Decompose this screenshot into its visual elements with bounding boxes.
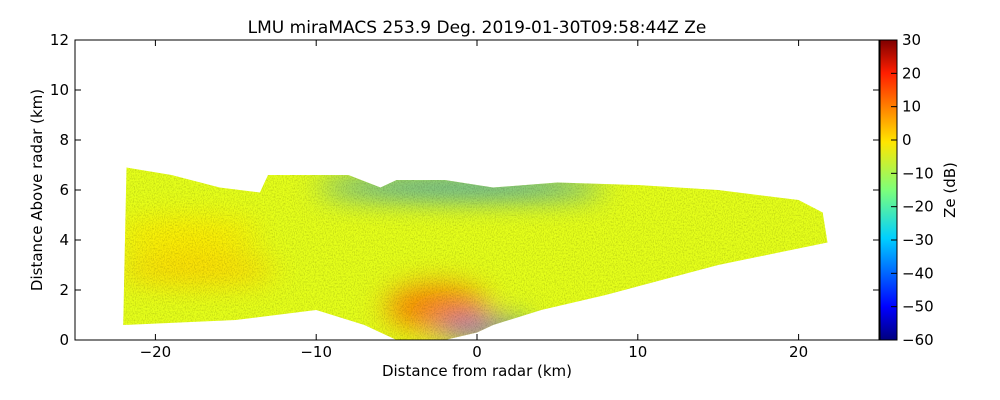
y-tick-label: 0 [59,331,69,349]
echo-region [123,167,828,340]
x-axis-label: Distance from radar (km) [382,362,572,380]
chart-title: LMU miraMACS 253.9 Deg. 2019-01-30T09:58… [248,18,707,38]
colorbar-tick-label: −40 [902,264,934,282]
x-tick-label: −10 [300,343,332,361]
colorbar-tick-label: −60 [902,331,934,349]
colorbar-tick-label: −20 [902,198,934,216]
y-tick-label: 10 [50,81,69,99]
y-axis: 0 2 4 6 8 10 12 [50,31,879,349]
x-axis: −20 −10 0 10 20 [140,40,808,361]
colorbar-tick-label: −50 [902,298,934,316]
colorbar-ticks: 30 20 10 0 −10 −20 −30 −40 −50 −60 [891,31,934,349]
y-tick-label: 12 [50,31,69,49]
colorbar-tick-label: 30 [902,31,921,49]
x-tick-label: 10 [628,343,647,361]
x-tick-label: −20 [140,343,172,361]
y-tick-label: 6 [59,181,69,199]
colorbar-tick-label: −10 [902,164,934,182]
colorbar-gradient [879,39,898,341]
y-axis-label: Distance Above radar (km) [28,89,46,291]
y-tick-label: 4 [59,231,69,249]
colorbar: 30 20 10 0 −10 −20 −30 −40 −50 −60 Ze (dB) [879,31,959,349]
y-tick-label: 2 [59,281,69,299]
colorbar-tick-label: 10 [902,98,921,116]
colorbar-tick-label: −30 [902,231,934,249]
x-tick-label: 20 [789,343,808,361]
colorbar-label: Ze (dB) [941,162,959,218]
y-tick-label: 8 [59,131,69,149]
colorbar-tick-label: 20 [902,64,921,82]
colorbar-tick-label: 0 [902,131,912,149]
plot-area [74,39,880,341]
x-tick-label: 0 [472,343,482,361]
